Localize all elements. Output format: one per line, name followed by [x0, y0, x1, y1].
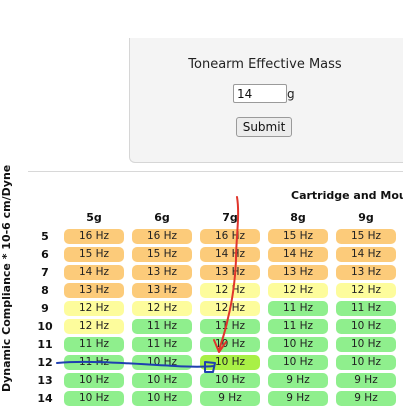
frequency-cell: 13 Hz	[132, 265, 192, 280]
cartridge-mount-header: Cartridge and Mount	[291, 189, 403, 202]
frequency-cell: 14 Hz	[268, 247, 328, 262]
frequency-cell: 10 Hz	[268, 355, 328, 370]
tonearm-form-card: Tonearm Effective Mass g Submit	[129, 38, 403, 163]
frequency-cell: 15 Hz	[268, 229, 328, 244]
frequency-cell: 10 Hz	[336, 355, 396, 370]
frequency-cell: 10 Hz	[200, 337, 260, 352]
frequency-cell: 13 Hz	[64, 283, 124, 298]
frequency-cell: 9 Hz	[268, 373, 328, 388]
frequency-cell: 16 Hz	[200, 229, 260, 244]
column-header: 6g	[154, 211, 170, 224]
frequency-cell: 9 Hz	[336, 373, 396, 388]
frequency-cell: 13 Hz	[268, 265, 328, 280]
frequency-cell: 10 Hz	[336, 319, 396, 334]
frequency-cell: 10 Hz	[200, 373, 260, 388]
frequency-cell: 12 Hz	[336, 283, 396, 298]
row-header: 8	[41, 284, 49, 297]
frequency-cell: 11 Hz	[64, 355, 124, 370]
frequency-cell: 14 Hz	[200, 247, 260, 262]
frequency-cell: 15 Hz	[64, 247, 124, 262]
frequency-cell: 10 Hz	[200, 355, 260, 370]
row-header: 10	[37, 320, 53, 333]
frequency-cell: 11 Hz	[268, 301, 328, 316]
frequency-cell: 15 Hz	[132, 247, 192, 262]
frequency-cell: 11 Hz	[336, 301, 396, 316]
row-header: 5	[41, 230, 49, 243]
frequency-cell: 14 Hz	[64, 265, 124, 280]
frequency-cell: 10 Hz	[132, 355, 192, 370]
frequency-cell: 15 Hz	[336, 229, 396, 244]
frequency-cell: 10 Hz	[132, 373, 192, 388]
frequency-cell: 10 Hz	[132, 391, 192, 406]
panel-divider	[28, 171, 403, 172]
frequency-cell: 12 Hz	[64, 301, 124, 316]
column-header: 7g	[222, 211, 238, 224]
frequency-cell: 13 Hz	[336, 265, 396, 280]
row-header: 9	[41, 302, 49, 315]
submit-button[interactable]: Submit	[236, 117, 292, 137]
frequency-cell: 11 Hz	[64, 337, 124, 352]
frequency-cell: 11 Hz	[132, 319, 192, 334]
row-header: 14	[37, 392, 53, 405]
row-header: 13	[37, 374, 53, 387]
frequency-cell: 13 Hz	[132, 283, 192, 298]
frequency-cell: 13 Hz	[200, 265, 260, 280]
mass-unit-label: g	[287, 87, 295, 101]
column-header: 5g	[86, 211, 102, 224]
tonearm-mass-input[interactable]	[233, 84, 287, 103]
row-header: 12	[37, 356, 53, 369]
frequency-cell: 16 Hz	[64, 229, 124, 244]
frequency-cell: 14 Hz	[336, 247, 396, 262]
frequency-cell: 9 Hz	[336, 391, 396, 406]
frequency-cell: 12 Hz	[200, 301, 260, 316]
column-header: 8g	[290, 211, 306, 224]
frequency-cell: 16 Hz	[132, 229, 192, 244]
frequency-cell: 10 Hz	[336, 337, 396, 352]
frequency-cell: 9 Hz	[268, 391, 328, 406]
frequency-cell: 10 Hz	[64, 391, 124, 406]
frequency-cell: 12 Hz	[200, 283, 260, 298]
frequency-cell: 10 Hz	[268, 337, 328, 352]
frequency-cell: 12 Hz	[132, 301, 192, 316]
frequency-cell: 12 Hz	[268, 283, 328, 298]
column-header: 9g	[358, 211, 374, 224]
frequency-cell: 10 Hz	[64, 373, 124, 388]
compliance-axis-label: Dynamic Compliance * 10-6 cm/Dyne	[0, 164, 13, 392]
frequency-cell: 11 Hz	[268, 319, 328, 334]
frequency-cell: 9 Hz	[200, 391, 260, 406]
frequency-cell: 11 Hz	[200, 319, 260, 334]
row-header: 11	[37, 338, 53, 351]
frequency-cell: 12 Hz	[64, 319, 124, 334]
frequency-cell: 11 Hz	[132, 337, 192, 352]
row-header: 7	[41, 266, 49, 279]
row-header: 6	[41, 248, 49, 261]
form-title: Tonearm Effective Mass	[188, 57, 342, 72]
